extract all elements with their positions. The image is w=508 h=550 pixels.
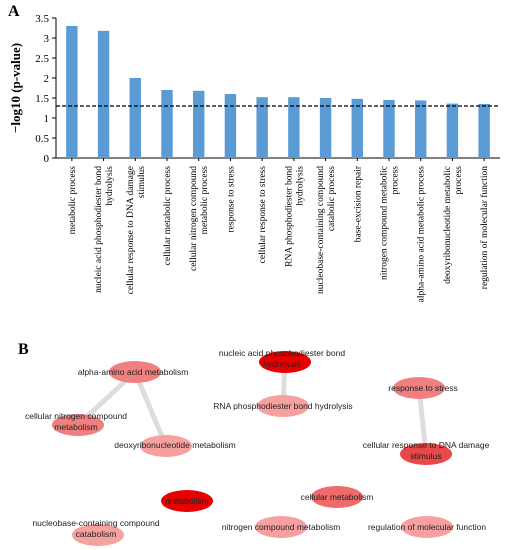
bar (319, 98, 332, 158)
network-node-label: alpha-amino acid metabolism (78, 367, 189, 377)
bar (66, 26, 78, 158)
bar (224, 94, 237, 158)
bar (129, 78, 141, 158)
bar (97, 30, 110, 158)
network-node-label: deoxyribonucleotide metabolism (114, 440, 235, 450)
network-node (109, 361, 161, 383)
network-node (161, 490, 213, 512)
network-edge (416, 385, 429, 457)
x-tick-label: deoxyribonucleotide metabolicprocess (443, 166, 464, 284)
x-tick-label: nitrogen compound metabolicprocess (380, 166, 401, 280)
bar (383, 100, 395, 158)
network-node-label: cellular nitrogen compound metabolism (25, 411, 127, 432)
x-tick-label: cellular response to stress (258, 166, 268, 264)
bar (446, 103, 459, 158)
network-node (400, 443, 452, 465)
network-node-label: nucleic acid phosphodiester bond hydrolys… (219, 348, 345, 369)
x-tick-label: cellular response to DNA damagestimulus (126, 166, 147, 295)
x-tick-label: alpha-amino acid metabolic process (417, 166, 427, 303)
y-tick-label: 2.5 (35, 53, 49, 65)
bar (256, 97, 268, 158)
bar (478, 104, 490, 158)
y-tick-label: 3.5 (35, 13, 49, 25)
network-node (259, 351, 311, 373)
network-node (255, 516, 307, 538)
network-node-label: metabolism (165, 496, 208, 506)
bar (161, 90, 173, 158)
bar (193, 90, 205, 158)
y-tick-label: 2 (44, 73, 50, 85)
y-axis-title: −log10 (p-value) (8, 43, 23, 133)
network-node-label: response to stress (388, 383, 457, 393)
x-tick-label: nucleic acid phosphodiester bondhydrolys… (94, 166, 115, 293)
y-tick-label: 1.5 (35, 93, 49, 105)
network-node-label: cellular metabolism (301, 492, 374, 502)
network-node-label: regulation of molecular function (368, 522, 486, 532)
x-tick-label: response to stress (226, 166, 236, 233)
x-tick-label: base-excision repair (353, 165, 363, 242)
network-edge (132, 369, 169, 449)
network-node (311, 486, 363, 508)
y-tick-label: 0 (44, 153, 50, 165)
panel-b-label: B (18, 341, 29, 358)
network-node (140, 435, 192, 457)
network-node (401, 516, 453, 538)
network-node-label: RNA phosphodiester bond hydrolysis (213, 401, 352, 411)
x-tick-label: cellular metabolic process (163, 166, 173, 265)
y-tick-label: 0.5 (35, 133, 49, 145)
x-tick-label: nucleobase-containing compoundcatabolic … (316, 166, 337, 294)
panel-a-label: A (8, 3, 20, 20)
network-node (72, 524, 124, 546)
x-tick-label: metabolic process (68, 166, 78, 235)
bar (288, 97, 300, 158)
network-node-label: nucleobase-containing compound catabolism (32, 518, 159, 539)
y-tick-label: 3 (44, 33, 50, 45)
network-node-label: nitrogen compound metabolism (222, 522, 341, 532)
network-node (257, 395, 309, 417)
bar-chart: 0 0.5 1 1.5 2 2.5 3 3.5 −log10 (p-value) metaboli… (8, 13, 500, 302)
x-tick-label: RNA phosphodiester bondhydrolysis (284, 166, 305, 267)
network-node (52, 414, 104, 436)
x-tick-label: regulation of molecular function (479, 166, 490, 289)
y-tick-label: 1 (44, 113, 50, 125)
bar (351, 98, 363, 158)
network-node-label: cellular response to DNA damage stimulus (363, 440, 490, 461)
network-node (393, 377, 445, 399)
x-tick-label: cellular nitrogen compoundmetabolic proc… (189, 166, 210, 271)
bar (415, 100, 427, 158)
network-diagram: alpha-amino acid metabolism cellular nitr… (25, 348, 490, 546)
